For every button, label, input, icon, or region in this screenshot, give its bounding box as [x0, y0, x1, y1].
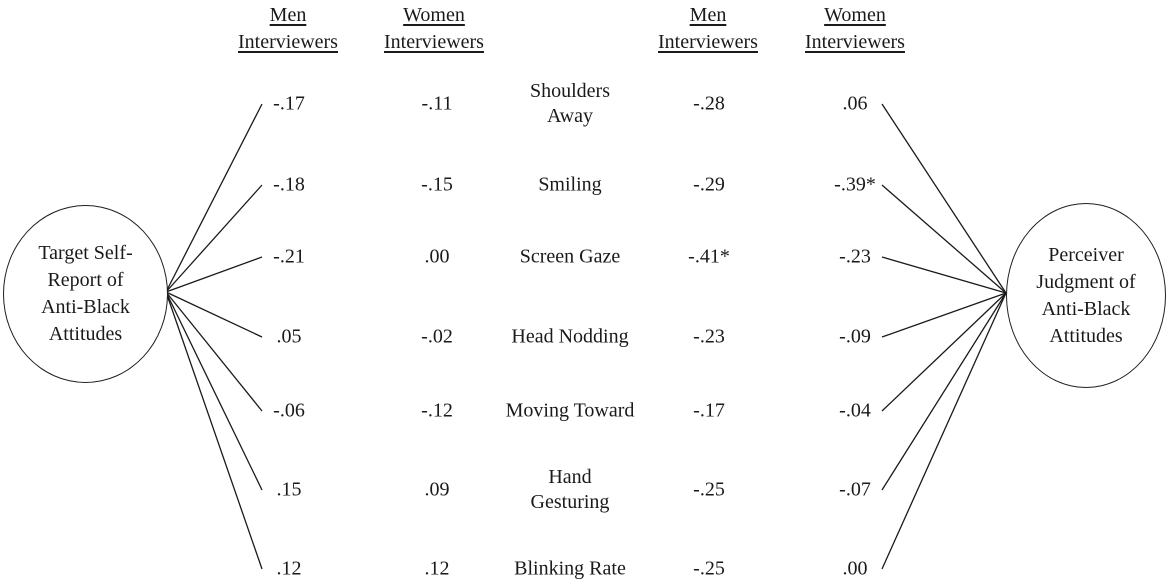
coefficient-right-women: -.09: [839, 325, 871, 348]
column-header-line1: Women: [403, 4, 465, 26]
path-line-right: [881, 292, 1007, 491]
path-line-left: [165, 291, 263, 412]
coefficient-left-men: .15: [276, 478, 302, 501]
coefficient-left-men: -.21: [273, 245, 305, 268]
column-header-line1: Men: [269, 4, 307, 26]
column-header-line2: Interviewers: [658, 31, 758, 53]
column-header-left-men-interviewers: Men Interviewers: [203, 2, 373, 56]
coefficient-right-men: -.25: [693, 557, 725, 580]
path-line-right: [881, 292, 1007, 412]
coefficient-left-men: -.18: [273, 173, 305, 196]
path-line-right: [881, 292, 1007, 338]
behavior-label: Shoulders Away: [530, 80, 610, 127]
path-line-left: [165, 103, 263, 293]
coefficient-left-women: -.15: [421, 173, 453, 196]
column-header-right-women-interviewers: Women Interviewers: [770, 2, 940, 56]
coefficient-left-women: -.12: [421, 399, 453, 422]
path-line-left: [165, 291, 263, 338]
column-header-line2: Interviewers: [384, 31, 484, 53]
column-header-line2: Interviewers: [238, 31, 338, 53]
path-line-right: [881, 184, 1007, 294]
coefficient-right-men: -.41*: [688, 245, 730, 268]
coefficient-right-men: -.29: [693, 173, 725, 196]
coefficient-right-women: .06: [842, 92, 868, 115]
coefficient-right-women: -.39*: [834, 173, 876, 196]
behavior-label: Head Nodding: [511, 325, 629, 348]
coefficient-left-men: -.17: [273, 92, 305, 115]
coefficient-right-men: -.25: [693, 478, 725, 501]
path-line-left: [165, 291, 263, 570]
left-construct-node: Target Self- Report of Anti-Black Attitu…: [3, 205, 168, 383]
column-header-line2: Interviewers: [805, 31, 905, 53]
coefficient-left-women: -.11: [421, 92, 453, 115]
column-header-line1: Women: [824, 4, 886, 26]
coefficient-left-men: -.06: [273, 399, 305, 422]
coefficient-left-men: .05: [276, 325, 302, 348]
path-line-left: [165, 256, 263, 293]
behavior-label: Hand Gesturing: [530, 466, 610, 513]
left-construct-label: Target Self- Report of Anti-Black Attitu…: [38, 242, 133, 345]
right-construct-node: Perceiver Judgment of Anti-Black Attitud…: [1006, 203, 1166, 388]
column-header-right-men-interviewers: Men Interviewers: [623, 2, 793, 56]
path-line-right: [881, 292, 1007, 570]
coefficient-left-women: .00: [424, 245, 450, 268]
coefficient-right-women: .00: [842, 557, 868, 580]
coefficient-right-women: -.04: [839, 399, 871, 422]
coefficient-right-men: -.17: [693, 399, 725, 422]
coefficient-left-women: .12: [424, 557, 450, 580]
right-construct-label: Perceiver Judgment of Anti-Black Attitud…: [1036, 243, 1136, 347]
path-line-right: [881, 256, 1007, 294]
coefficient-left-men: .12: [276, 557, 302, 580]
behavior-label: Blinking Rate: [514, 557, 626, 580]
path-line-left: [165, 291, 263, 491]
column-header-left-women-interviewers: Women Interviewers: [349, 2, 519, 56]
behavior-label: Screen Gaze: [519, 245, 621, 268]
behavior-label: Moving Toward: [505, 399, 635, 422]
coefficient-left-women: .09: [424, 478, 450, 501]
path-line-left: [165, 184, 263, 293]
coefficient-right-women: -.07: [839, 478, 871, 501]
coefficient-right-women: -.23: [839, 245, 871, 268]
coefficient-left-women: -.02: [421, 325, 453, 348]
coefficient-right-men: -.23: [693, 325, 725, 348]
coefficient-right-men: -.28: [693, 92, 725, 115]
behavior-label: Smiling: [538, 173, 602, 196]
column-header-line1: Men: [689, 4, 727, 26]
path-line-right: [881, 103, 1007, 294]
